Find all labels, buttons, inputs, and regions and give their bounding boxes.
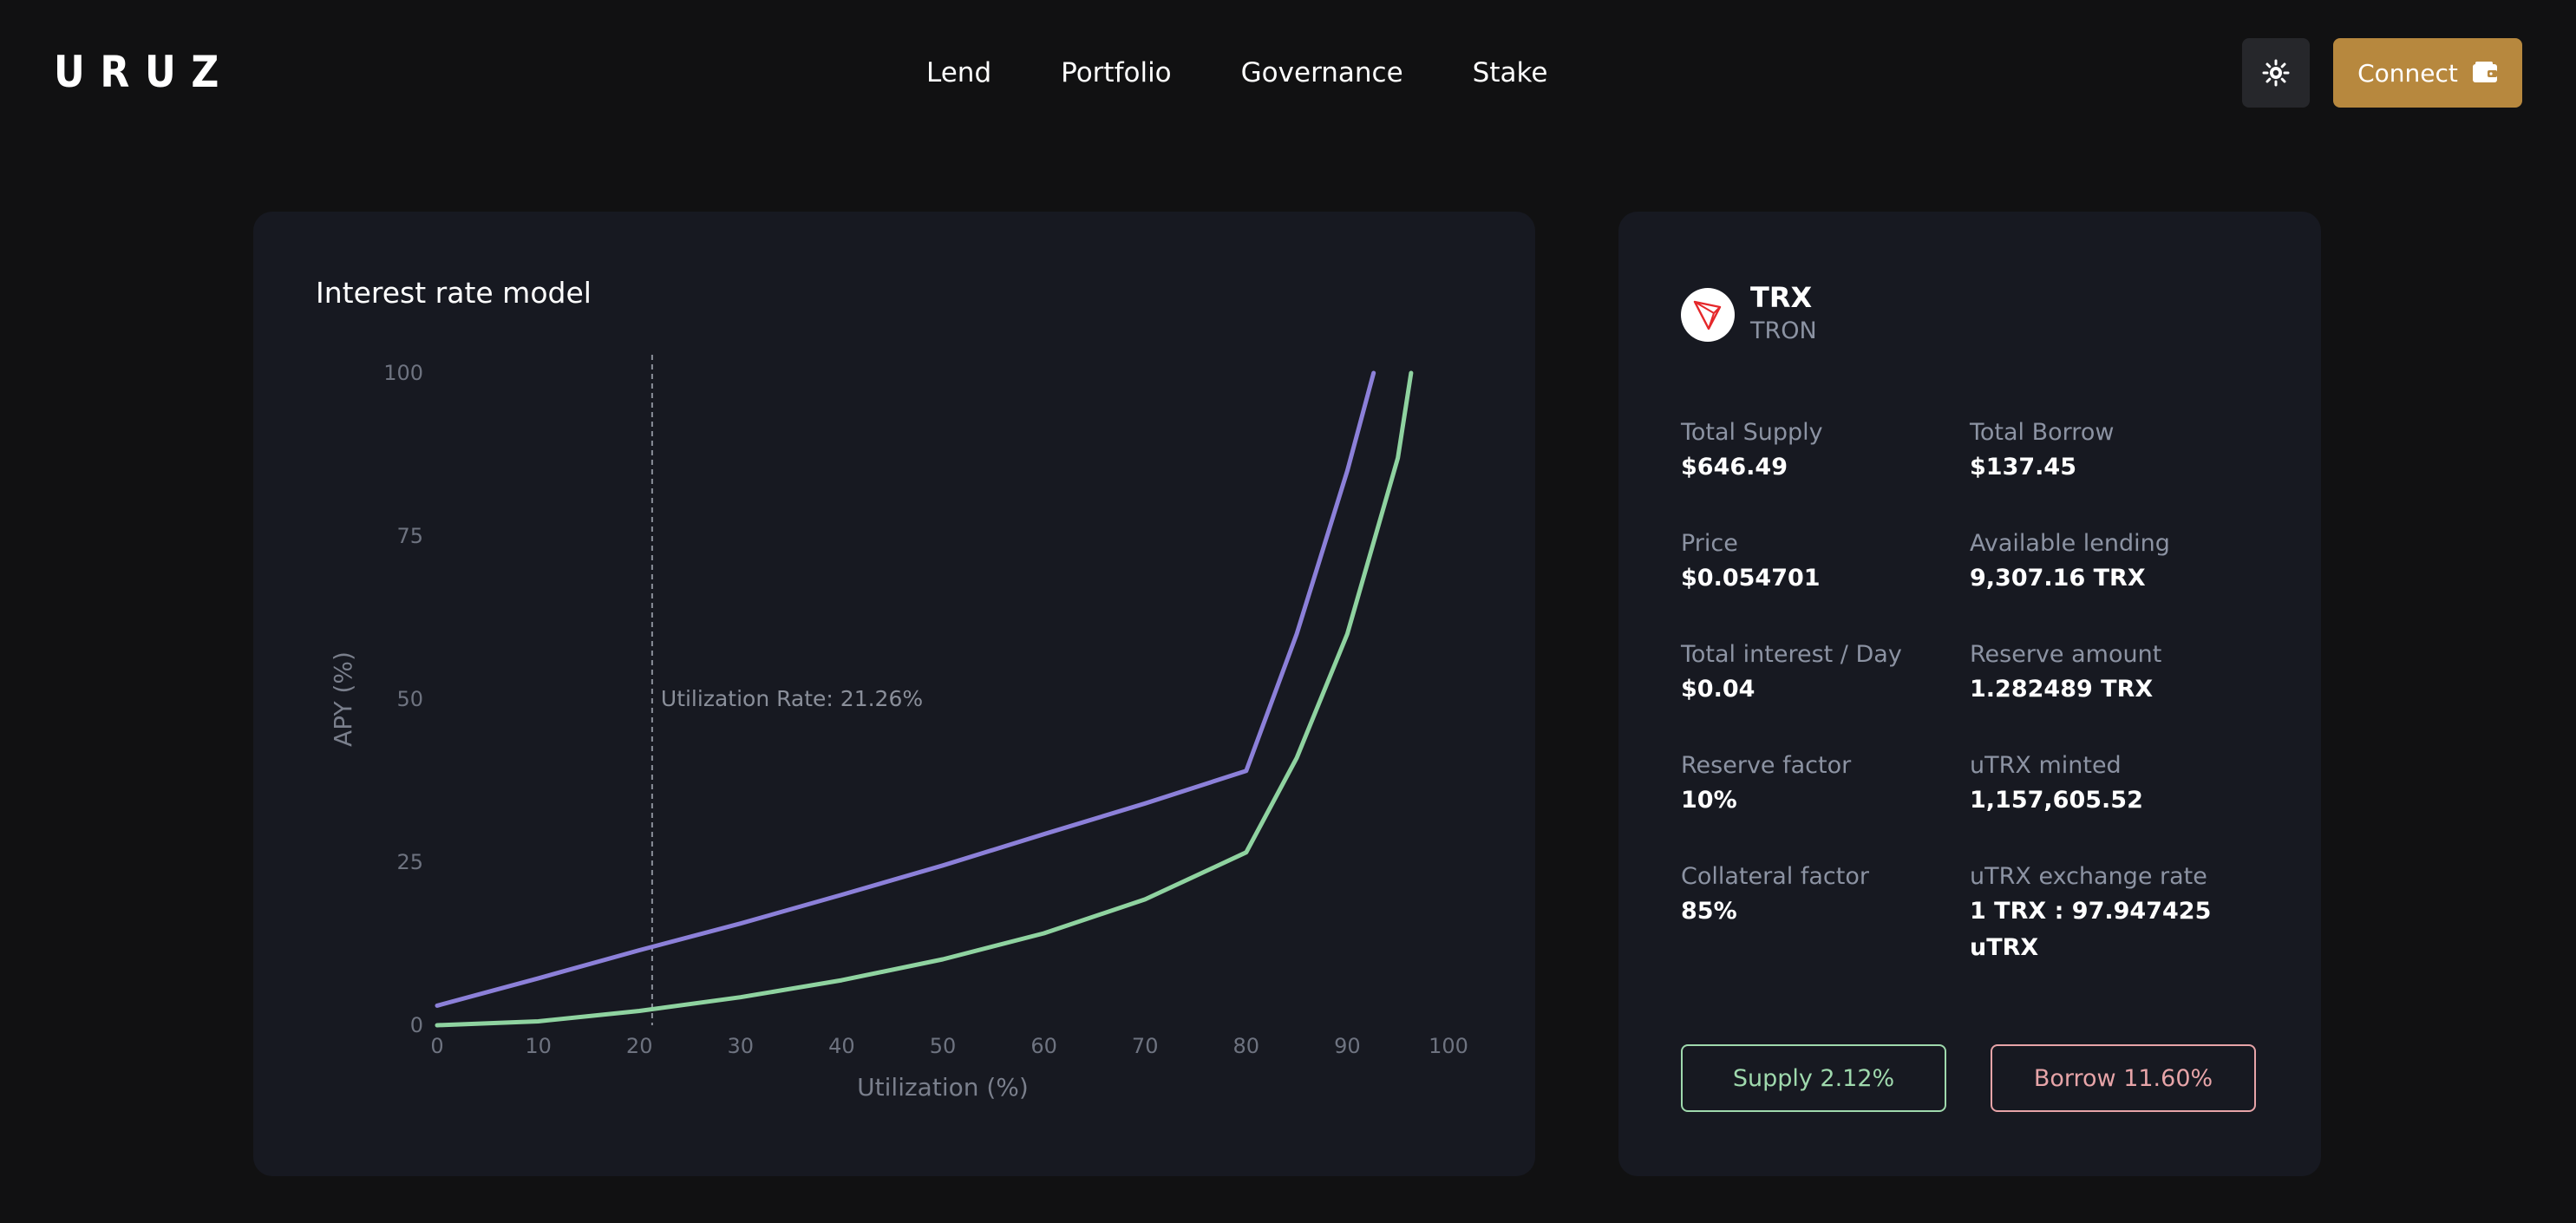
x-tick-label: 0 bbox=[430, 1034, 443, 1058]
stats-grid: Total Supply $646.49 Total Borrow $137.4… bbox=[1681, 416, 2288, 966]
nav-governance[interactable]: Governance bbox=[1240, 57, 1403, 88]
nav-lend[interactable]: Lend bbox=[926, 57, 992, 88]
stat-label: Reserve amount bbox=[1970, 641, 2162, 668]
y-tick-label: 0 bbox=[410, 1013, 423, 1037]
stat-value: $0.054701 bbox=[1681, 565, 1821, 592]
y-axis-label: APY (%) bbox=[329, 651, 357, 747]
stat-value: 9,307.16 TRX bbox=[1970, 565, 2146, 592]
stat-label: Price bbox=[1681, 530, 1738, 557]
stat-label: Available lending bbox=[1970, 530, 2170, 557]
logo-text: URUZ bbox=[54, 47, 234, 95]
stat-value: $137.45 bbox=[1970, 454, 2076, 481]
stat-reserve-amount: Reserve amount 1.282489 TRX bbox=[1970, 638, 2259, 708]
tron-icon bbox=[1681, 288, 1735, 342]
x-tick-label: 90 bbox=[1334, 1034, 1361, 1058]
x-axis-label: Utilization (%) bbox=[857, 1073, 1029, 1102]
y-tick-label: 75 bbox=[396, 524, 423, 548]
chart-title: Interest rate model bbox=[316, 276, 592, 310]
stat-value: 1,157,605.52 bbox=[1970, 787, 2143, 814]
x-tick-label: 20 bbox=[626, 1034, 653, 1058]
supply-button[interactable]: Supply 2.12% bbox=[1681, 1044, 1946, 1112]
stat-value: 85% bbox=[1681, 898, 1737, 925]
x-tick-label: 30 bbox=[728, 1034, 755, 1058]
x-tick-label: 80 bbox=[1233, 1034, 1260, 1058]
stat-label: Total Supply bbox=[1681, 419, 1823, 446]
stat-reserve-factor: Reserve factor 10% bbox=[1681, 749, 1970, 819]
stat-total-borrow: Total Borrow $137.45 bbox=[1970, 416, 2259, 486]
nav-stake[interactable]: Stake bbox=[1472, 57, 1548, 88]
stat-label: uTRX exchange rate bbox=[1970, 863, 2207, 890]
borrow-button[interactable]: Borrow 11.60% bbox=[1991, 1044, 2256, 1112]
stat-label: Reserve factor bbox=[1681, 752, 1852, 779]
nav-portfolio[interactable]: Portfolio bbox=[1061, 57, 1172, 88]
stat-utrx-minted: uTRX minted 1,157,605.52 bbox=[1970, 749, 2259, 819]
stat-label: Collateral factor bbox=[1681, 863, 1869, 890]
stat-value: $0.04 bbox=[1681, 676, 1755, 703]
token-name: TRON bbox=[1750, 317, 1817, 344]
stat-value: 1.282489 TRX bbox=[1970, 676, 2154, 703]
stat-label: uTRX minted bbox=[1970, 752, 2122, 779]
stat-value: 10% bbox=[1681, 787, 1737, 814]
connect-label: Connect bbox=[2357, 58, 2458, 88]
stat-total-supply: Total Supply $646.49 bbox=[1681, 416, 1970, 486]
sun-icon bbox=[2262, 59, 2290, 87]
utilization-annotation: Utilization Rate: 21.26% bbox=[661, 686, 923, 711]
nav-links: Lend Portfolio Governance Stake bbox=[926, 45, 1617, 101]
interest-rate-card: Interest rate model 0 25 50 75 100 0 10 20 30 40 5… bbox=[253, 212, 1535, 1176]
connect-button[interactable]: Connect bbox=[2333, 38, 2522, 108]
x-tick-label: 10 bbox=[525, 1034, 552, 1058]
stat-utrx-exchange-rate: uTRX exchange rate 1 TRX : 97.947425 uTR… bbox=[1970, 860, 2259, 966]
wallet-icon bbox=[2472, 62, 2497, 82]
x-tick-label: 100 bbox=[1429, 1034, 1468, 1058]
uruz-logo[interactable]: URUZ bbox=[54, 45, 236, 95]
stat-available-lending: Available lending 9,307.16 TRX bbox=[1970, 527, 2259, 597]
stat-total-interest-day: Total interest / Day $0.04 bbox=[1681, 638, 1970, 708]
supply-rate-line bbox=[435, 370, 1414, 1028]
stat-label: Total Borrow bbox=[1970, 419, 2115, 446]
x-tick-label: 70 bbox=[1132, 1034, 1159, 1058]
y-tick-label: 25 bbox=[396, 850, 423, 874]
stat-label: Total interest / Day bbox=[1681, 641, 1902, 668]
borrow-rate-line bbox=[435, 370, 1376, 1008]
stat-value: 1 TRX : 97.947425 uTRX bbox=[1970, 898, 2212, 961]
y-tick-label: 100 bbox=[383, 361, 423, 385]
x-tick-label: 60 bbox=[1030, 1034, 1057, 1058]
stat-price: Price $0.054701 bbox=[1681, 527, 1970, 597]
theme-toggle-button[interactable] bbox=[2242, 38, 2310, 108]
top-nav: URUZ Lend Portfolio Governance Stake Con… bbox=[0, 0, 2576, 147]
stat-value: $646.49 bbox=[1681, 454, 1788, 481]
x-tick-label: 50 bbox=[930, 1034, 957, 1058]
stat-collateral-factor: Collateral factor 85% bbox=[1681, 860, 1970, 966]
token-text: TRX TRON bbox=[1750, 281, 1817, 349]
y-tick-label: 50 bbox=[396, 687, 423, 711]
x-tick-label: 40 bbox=[828, 1034, 855, 1058]
token-symbol: TRX bbox=[1750, 281, 1813, 314]
market-info-card: TRX TRON Total Supply $646.49 Total Borr… bbox=[1618, 212, 2321, 1176]
token-header: TRX TRON bbox=[1681, 281, 1817, 349]
interest-rate-chart: 0 25 50 75 100 0 10 20 30 40 50 60 70 80 90 100 Utilizat… bbox=[329, 355, 1468, 1102]
